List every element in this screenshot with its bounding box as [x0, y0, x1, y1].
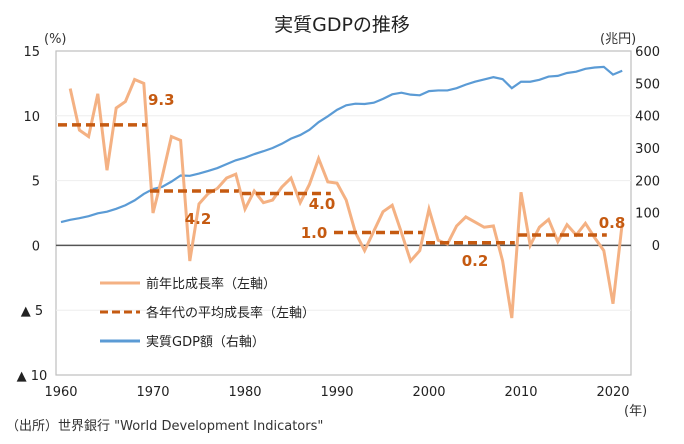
right-tick-label: 0: [652, 239, 660, 254]
left-tick-label: 15: [23, 45, 40, 60]
right-tick-label: 500: [635, 77, 660, 92]
x-tick-label: 1980: [228, 385, 261, 400]
decade-average-label: 4.0: [309, 195, 336, 213]
decade-average-label: 0.2: [462, 252, 489, 270]
source-note: （出所）世界銀行 "World Development Indicators": [6, 419, 323, 434]
x-tick-label: 1990: [320, 385, 353, 400]
decade-average-label: 1.0: [301, 224, 328, 242]
x-tick-label: 1960: [44, 385, 77, 400]
decade-average-label: 0.8: [599, 214, 626, 232]
left-axis-unit: (%): [44, 32, 67, 47]
right-tick-label: 200: [635, 174, 660, 189]
right-tick-label: 400: [635, 110, 660, 125]
plot-frame: [55, 50, 632, 376]
x-axis-unit: (年): [624, 404, 647, 419]
legend-label: 実質GDP額（右軸）: [146, 334, 265, 350]
left-tick-label: 0: [32, 239, 40, 254]
x-tick-label: 1970: [136, 385, 169, 400]
right-tick-label: 300: [635, 142, 660, 157]
left-tick-label: 10: [23, 110, 40, 125]
x-tick-label: 2010: [504, 385, 537, 400]
decade-average-label: 9.3: [148, 91, 175, 109]
left-tick-label: 5: [32, 175, 40, 190]
legend-label: 前年比成長率（左軸）: [146, 276, 276, 292]
left-tick-label: ▲ 5: [21, 304, 43, 319]
right-tick-label: 600: [635, 45, 660, 60]
right-tick-label: 100: [635, 207, 660, 222]
gdp-line: [60, 65, 623, 224]
x-tick-label: 2000: [412, 385, 445, 400]
legend-label: 各年代の平均成長率（左軸）: [146, 305, 315, 321]
x-tick-label: 2020: [596, 385, 629, 400]
left-tick-label: ▲ 10: [17, 369, 48, 384]
chart-title: 実質GDPの推移: [274, 14, 410, 36]
right-axis-unit: (兆円): [600, 32, 636, 47]
decade-average-label: 4.2: [185, 210, 212, 228]
